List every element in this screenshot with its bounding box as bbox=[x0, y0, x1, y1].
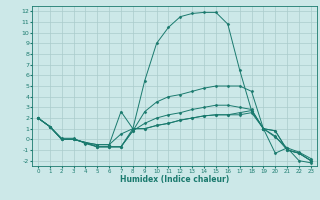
X-axis label: Humidex (Indice chaleur): Humidex (Indice chaleur) bbox=[120, 175, 229, 184]
